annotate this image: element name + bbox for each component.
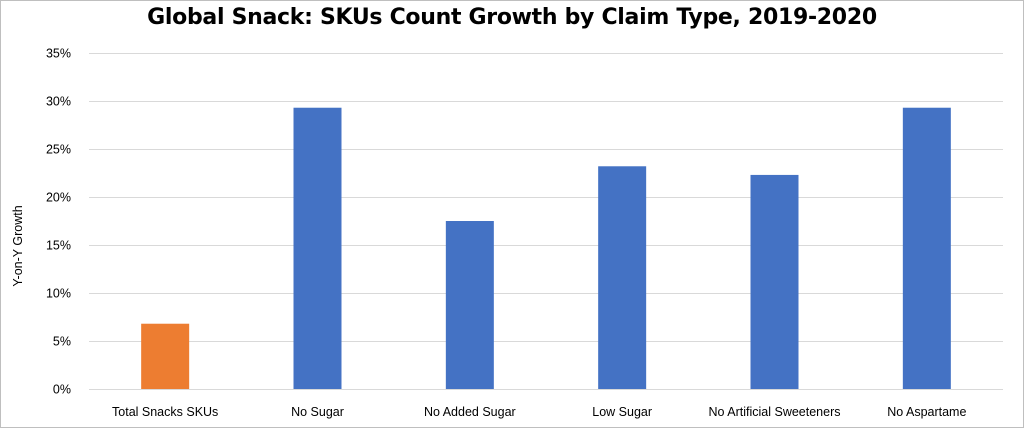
- y-axis-tick-labels: 0% 5% 10% 15% 20% 25% 30% 35%: [46, 47, 71, 397]
- x-tick-label: Total Snacks SKUs: [112, 405, 218, 419]
- gridlines: [89, 53, 1003, 390]
- x-tick-label: No Artificial Sweeteners: [708, 405, 840, 419]
- y-tick-label: 15%: [46, 239, 71, 253]
- y-tick-label: 25%: [46, 143, 71, 157]
- y-tick-label: 20%: [46, 191, 71, 205]
- bar: [293, 107, 342, 389]
- chart-title: Global Snack: SKUs Count Growth by Claim…: [147, 5, 877, 30]
- bar: [750, 174, 799, 389]
- y-axis-title: Y-on-Y Growth: [11, 205, 25, 286]
- x-tick-label: No Added Sugar: [424, 405, 516, 419]
- y-tick-label: 0%: [53, 383, 71, 397]
- y-tick-label: 5%: [53, 335, 71, 349]
- bar: [445, 221, 494, 389]
- y-tick-label: 10%: [46, 287, 71, 301]
- bar: [902, 107, 951, 389]
- bar: [141, 323, 190, 389]
- y-tick-label: 30%: [46, 95, 71, 109]
- bars: [141, 107, 951, 389]
- x-tick-label: No Aspartame: [887, 405, 966, 419]
- bar: [598, 166, 647, 389]
- x-tick-label: Low Sugar: [592, 405, 652, 419]
- x-tick-label: No Sugar: [291, 405, 344, 419]
- x-axis-tick-labels: Total Snacks SKUs No Sugar No Added Sugar L…: [112, 405, 966, 419]
- y-tick-label: 35%: [46, 47, 71, 61]
